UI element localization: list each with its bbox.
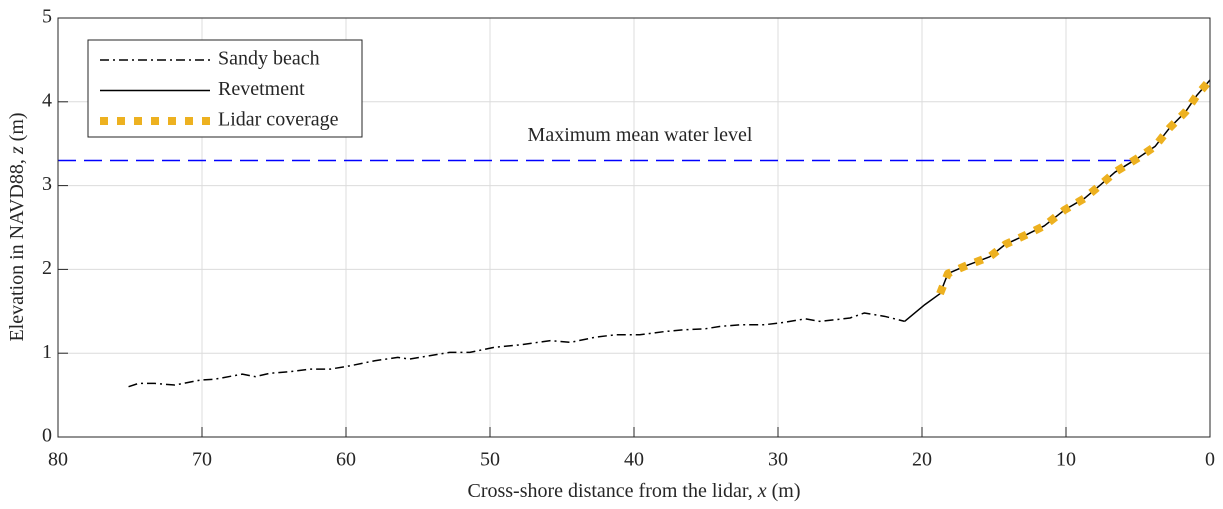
x-tick-label: 70 xyxy=(192,449,212,471)
y-label-unit: (m) xyxy=(6,112,28,146)
y-tick-label: 1 xyxy=(42,341,52,363)
y-label-var: z xyxy=(6,146,28,155)
x-tick-label: 80 xyxy=(48,449,68,471)
x-tick-label: 10 xyxy=(1056,449,1076,471)
y-label-text: Elevation in NAVD88, xyxy=(6,154,28,341)
x-tick-label: 40 xyxy=(624,449,644,471)
x-label-unit: (m) xyxy=(767,480,801,502)
x-tick-label: 60 xyxy=(336,449,356,471)
y-tick-label: 2 xyxy=(42,257,52,279)
y-tick-label: 4 xyxy=(42,89,52,111)
y-axis-label: Elevation in NAVD88, z (m) xyxy=(6,112,28,341)
series-line xyxy=(128,312,905,388)
legend-label: Lidar coverage xyxy=(218,109,339,131)
x-tick-label: 50 xyxy=(480,449,500,471)
legend-box xyxy=(87,39,363,138)
x-tick-label: 0 xyxy=(1205,449,1215,471)
legend-label: Revetment xyxy=(218,78,305,100)
legend: Sandy beach Revetment Lidar coverage xyxy=(87,39,363,138)
y-tick-label: 0 xyxy=(42,425,52,447)
x-axis-label: Cross-shore distance from the lidar, x (… xyxy=(467,480,800,502)
series-line xyxy=(936,77,1214,296)
y-tick-label: 5 xyxy=(42,6,52,28)
marks: Maximum mean water level xyxy=(58,77,1214,388)
x-label-text: Cross-shore distance from the lidar, xyxy=(467,480,757,502)
x-label-var: x xyxy=(757,480,767,502)
reference-label: Maximum mean water level xyxy=(528,124,753,146)
x-tick-label: 30 xyxy=(768,449,788,471)
x-tick-label: 20 xyxy=(912,449,932,471)
y-tick-label: 3 xyxy=(42,173,52,195)
legend-label: Sandy beach xyxy=(218,48,320,70)
